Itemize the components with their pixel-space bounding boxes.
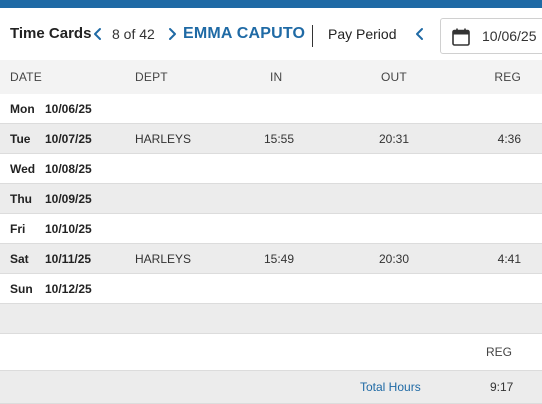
column-header-reg: REG [494,70,521,84]
total-hours-label: Total Hours [360,380,421,394]
timecard-table: DATE DEPT IN OUT REG Mon 10/06/25 Tue 10… [0,60,542,404]
table-row[interactable]: Wed 10/08/25 [0,154,542,184]
row-dept: HARLEYS [135,132,192,146]
employee-name-link[interactable]: EMMA CAPUTO [183,25,306,42]
chevron-right-icon[interactable] [164,26,180,42]
table-row[interactable]: Fri 10/10/25 [0,214,542,244]
period-date-picker[interactable]: 10/06/25 [440,18,542,54]
row-day: Wed [10,162,36,176]
record-counter: 8 of 42 [112,26,155,42]
row-date: 10/09/25 [45,192,92,206]
row-day: Sat [10,252,29,266]
row-date: 10/07/25 [45,132,92,146]
row-date: 10/06/25 [45,102,92,116]
table-row[interactable]: Sat 10/11/25 HARLEYS 15:49 20:30 4:41 [0,244,542,274]
column-header-out: OUT [381,70,407,84]
row-date: 10/12/25 [45,282,92,296]
chevron-left-icon[interactable] [90,26,106,42]
previous-period-chevron-icon[interactable] [412,26,428,42]
row-day: Sun [10,282,33,296]
summary-header: REG [0,334,542,370]
table-spacer-row [0,304,542,334]
row-day: Mon [10,102,35,116]
period-start-date: 10/06/25 [482,28,537,44]
table-row[interactable]: Sun 10/12/25 [0,274,542,304]
table-header: DATE DEPT IN OUT REG [0,60,542,94]
top-accent-bar [0,0,542,8]
row-in: 15:49 [264,252,295,266]
table-row[interactable]: Tue 10/07/25 HARLEYS 15:55 20:31 4:36 [0,124,542,154]
column-header-dept: DEPT [135,70,168,84]
pay-period-label: Pay Period [328,26,397,42]
column-header-date: DATE [10,70,42,84]
row-reg: 4:36 [497,132,521,146]
row-date: 10/11/25 [45,252,92,266]
row-day: Tue [10,132,31,146]
row-out: 20:30 [379,252,410,266]
table-row[interactable]: Mon 10/06/25 [0,94,542,124]
row-out: 20:31 [379,132,410,146]
row-day: Fri [10,222,26,236]
row-dept: HARLEYS [135,252,192,266]
table-row[interactable]: Thu 10/09/25 [0,184,542,214]
row-date: 10/08/25 [45,162,92,176]
summary-reg-header: REG [485,345,512,359]
row-date: 10/10/25 [45,222,92,236]
header-divider [312,25,313,47]
total-hours-value: 9:17 [490,380,514,394]
column-header-in: IN [270,70,283,84]
row-day: Thu [10,192,32,206]
row-reg: 4:41 [497,252,521,266]
timecard-header: Time Cards 8 of 42 EMMA CAPUTO Pay Perio… [0,8,542,60]
total-hours-row: Total Hours 9:17 [0,370,542,404]
calendar-icon [451,27,471,47]
page-title: Time Cards [10,25,92,42]
row-in: 15:55 [264,132,295,146]
